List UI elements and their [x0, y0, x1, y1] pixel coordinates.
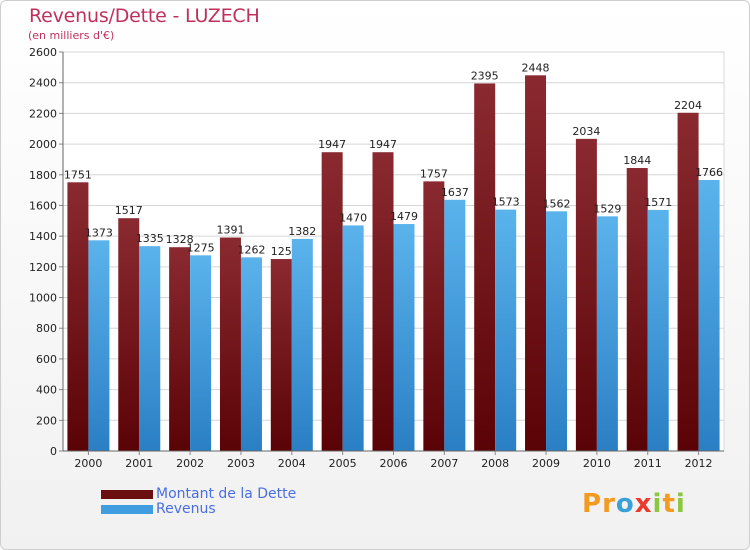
x-tick-label: 2012 [685, 457, 713, 470]
bar-revenus [546, 211, 568, 451]
bar-dette [474, 83, 496, 451]
bar-dette [423, 181, 445, 451]
y-tick-label: 2000 [29, 138, 57, 151]
data-label: 1335 [136, 232, 164, 245]
legend-label-revenus: Revenus [156, 501, 216, 517]
data-label: 1757 [420, 167, 448, 180]
y-tick-label: 2200 [29, 107, 57, 120]
x-tick-label: 2009 [532, 457, 560, 470]
chart-subtitle: (en milliers d'€) [28, 29, 115, 42]
data-label: 1562 [543, 197, 571, 210]
data-label: 1571 [644, 196, 672, 209]
bars [67, 75, 720, 452]
bar-revenus [647, 209, 669, 451]
y-tick-label: 600 [36, 353, 57, 366]
data-label: 1328 [166, 233, 194, 246]
proxiti-logo: Proxiti [582, 489, 686, 519]
x-tick-label: 2003 [227, 457, 255, 470]
data-label: 1844 [623, 154, 651, 167]
data-label: 1573 [492, 196, 520, 209]
data-label: 1947 [318, 138, 346, 151]
bar-dette [219, 237, 241, 451]
data-label: 1751 [64, 168, 92, 181]
data-label: 1947 [369, 138, 397, 151]
data-label: 2204 [674, 99, 702, 112]
y-tick-label: 1200 [29, 261, 57, 274]
data-label: 1517 [115, 204, 143, 217]
logo-letter: P [582, 489, 603, 519]
data-label: 1262 [237, 243, 265, 256]
logo-letter: o [615, 489, 635, 519]
logo-letter: x [634, 489, 653, 519]
y-tick-label: 800 [36, 322, 57, 335]
bar-revenus [240, 257, 262, 451]
x-tick-label: 2010 [583, 457, 611, 470]
data-label: 1529 [593, 202, 621, 215]
x-tick-label: 2002 [176, 457, 204, 470]
bar-dette [169, 247, 191, 451]
y-tick-label: 1800 [29, 169, 57, 182]
x-tick-label: 2006 [380, 457, 408, 470]
bar-revenus [596, 216, 618, 451]
x-tick-label: 2005 [329, 457, 357, 470]
data-label: 1373 [85, 226, 113, 239]
bar-revenus [495, 209, 517, 451]
bar-revenus [291, 238, 313, 451]
y-tick-label: 1000 [29, 292, 57, 305]
y-tick-label: 1400 [29, 230, 57, 243]
bar-revenus [444, 199, 466, 451]
data-label: 1766 [695, 166, 723, 179]
legend-label-dette: Montant de la Dette [156, 486, 297, 502]
bar-revenus [88, 240, 110, 451]
bar-dette [321, 152, 343, 451]
legend-swatch-revenus [101, 505, 153, 514]
bar-dette [372, 152, 394, 451]
bar-revenus [698, 179, 720, 451]
data-label: 1382 [288, 225, 316, 238]
y-axis-ticks: 0 200 400 600 800 1000 1200 1400 1600 1800 2000 220… [29, 46, 724, 458]
bar-dette [575, 138, 597, 451]
x-tick-label: 2011 [634, 457, 662, 470]
y-tick-label: 200 [36, 414, 57, 427]
bar-dette [677, 112, 699, 452]
y-tick-label: 2600 [29, 46, 57, 59]
x-tick-label: 2001 [125, 457, 153, 470]
bar-revenus [190, 255, 212, 451]
bar-revenus [393, 224, 415, 451]
y-tick-label: 400 [36, 384, 57, 397]
x-axis-ticks: 2000 2001 2002 2003 2004 2005 2006 2007 2008 2009… [74, 451, 713, 470]
chart-title: Revenus/Dette - LUZECH [29, 5, 260, 27]
logo-letter: i [652, 489, 663, 519]
data-label: 1637 [441, 186, 469, 199]
x-tick-label: 2007 [430, 457, 458, 470]
data-label: 2034 [572, 125, 600, 138]
y-tick-label: 0 [50, 445, 57, 458]
data-label: 1275 [187, 241, 215, 254]
legend-swatch-dette [101, 490, 153, 499]
data-label: 125 [271, 245, 292, 258]
logo-letter: r [602, 489, 616, 519]
data-label: 2395 [471, 69, 499, 82]
bar-dette [118, 218, 140, 451]
bar-revenus [139, 246, 161, 451]
bar-dette [67, 182, 89, 451]
data-label: 1391 [216, 224, 244, 237]
bar-revenus [342, 225, 364, 451]
bar-dette [626, 168, 648, 452]
x-tick-label: 2008 [481, 457, 509, 470]
bar-dette [270, 259, 292, 451]
x-tick-label: 2000 [74, 457, 102, 470]
logo-letter: i [675, 489, 686, 519]
data-label: 1470 [339, 211, 367, 224]
logo-letter: t [662, 489, 676, 519]
bar-dette [525, 75, 547, 451]
y-tick-label: 1600 [29, 199, 57, 212]
y-tick-label: 2400 [29, 77, 57, 90]
x-tick-label: 2004 [278, 457, 306, 470]
data-label: 1479 [390, 210, 418, 223]
data-label: 2448 [522, 61, 550, 74]
